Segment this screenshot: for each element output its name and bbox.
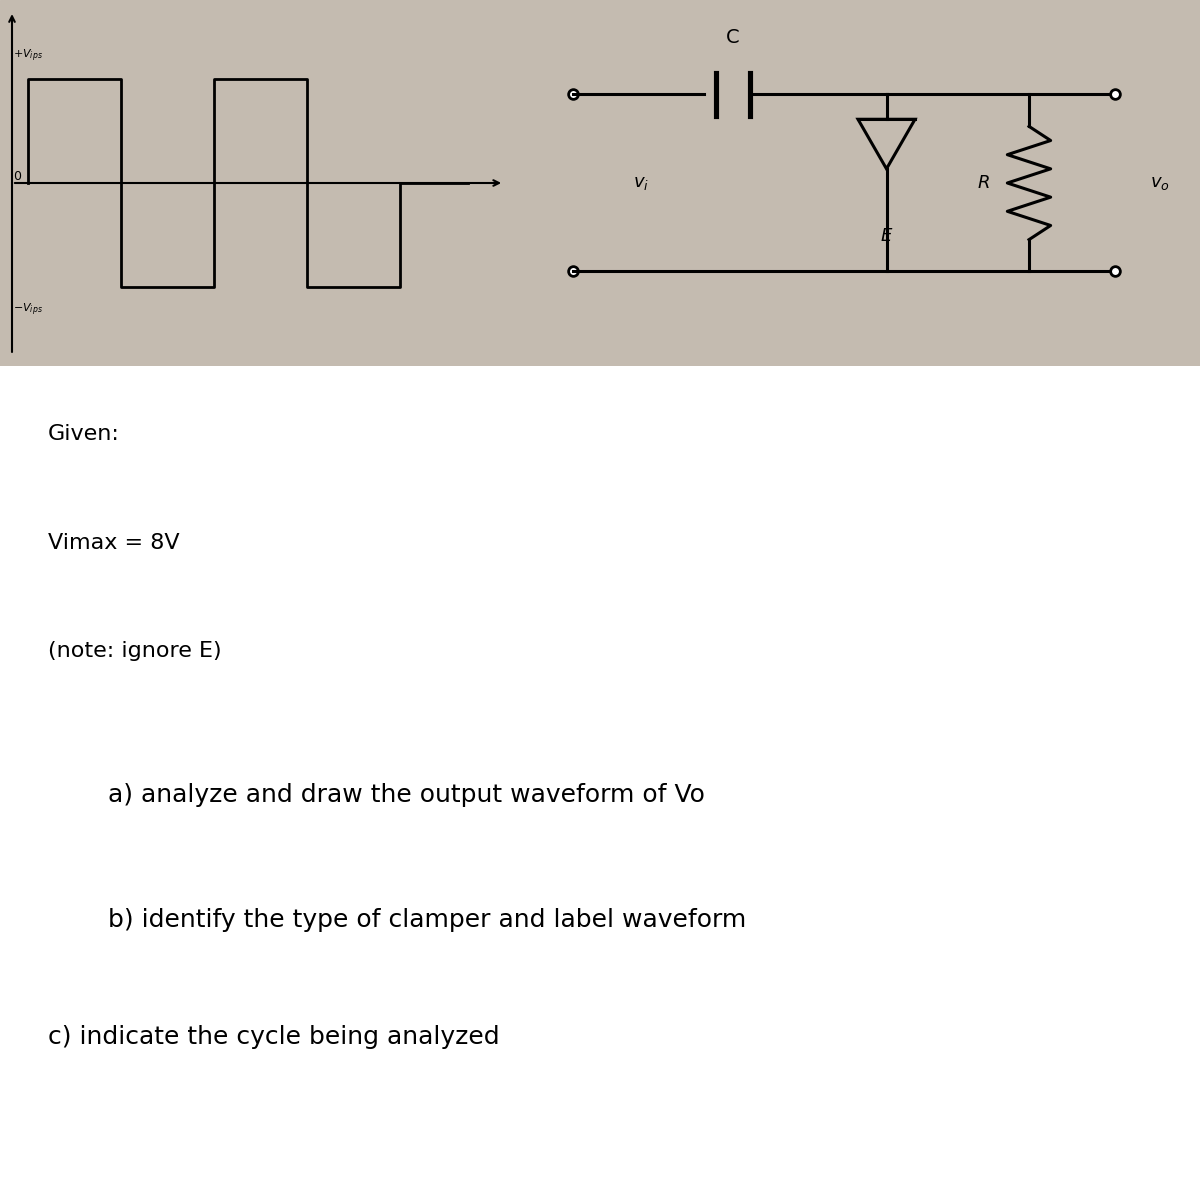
Text: $+V_{ips}$: $+V_{ips}$ [13,48,43,64]
Text: Given:: Given: [48,425,120,444]
Text: 0: 0 [13,170,22,184]
Text: $v_i$: $v_i$ [634,174,649,192]
Text: R: R [977,174,990,192]
Text: E: E [881,227,892,245]
Text: Vimax = 8V: Vimax = 8V [48,533,180,553]
Text: C: C [726,29,739,47]
Text: b) identify the type of clamper and label waveform: b) identify the type of clamper and labe… [108,908,746,932]
Text: $-V_{ips}$: $-V_{ips}$ [13,302,43,318]
Text: a) analyze and draw the output waveform of Vo: a) analyze and draw the output waveform … [108,782,704,806]
Text: c) indicate the cycle being analyzed: c) indicate the cycle being analyzed [48,1025,499,1049]
Text: (note: ignore E): (note: ignore E) [48,641,222,661]
Text: $v_o$: $v_o$ [1151,174,1170,192]
